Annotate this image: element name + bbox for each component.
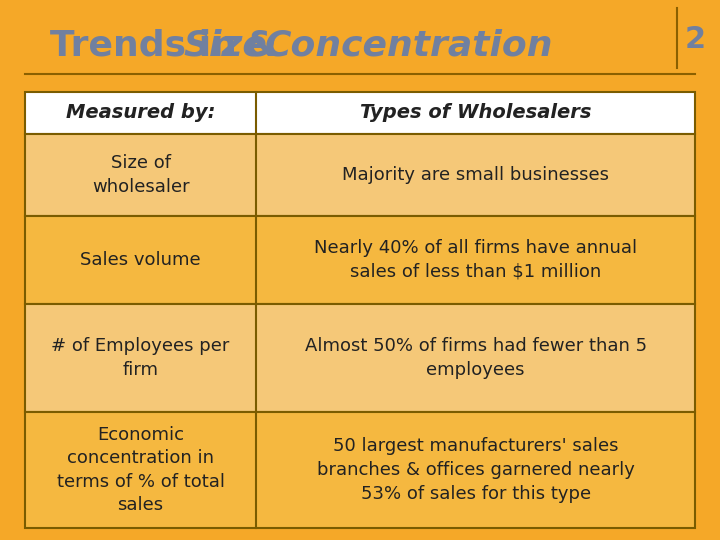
Text: Trends in: Trends in: [50, 28, 250, 62]
Text: 2: 2: [685, 25, 706, 55]
Text: Sales volume: Sales volume: [80, 251, 201, 269]
Text: Size: Size: [183, 28, 267, 62]
Text: Economic
concentration in
terms of % of total
sales: Economic concentration in terms of % of …: [57, 426, 225, 515]
Bar: [25, 134, 695, 216]
Text: Almost 50% of firms had fewer than 5
employees: Almost 50% of firms had fewer than 5 emp…: [305, 337, 647, 379]
Bar: [25, 412, 695, 528]
Text: Majority are small businesses: Majority are small businesses: [342, 166, 609, 184]
Text: Size of
wholesaler: Size of wholesaler: [91, 154, 189, 196]
Bar: [25, 216, 695, 304]
Bar: [25, 304, 695, 412]
Text: Nearly 40% of all firms have annual
sales of less than $1 million: Nearly 40% of all firms have annual sale…: [314, 239, 637, 281]
Bar: [25, 92, 695, 134]
Text: 50 largest manufacturers' sales
branches & offices garnered nearly
53% of sales : 50 largest manufacturers' sales branches…: [317, 437, 634, 503]
Text: Measured by:: Measured by:: [66, 104, 215, 123]
Text: # of Employees per
firm: # of Employees per firm: [51, 337, 230, 379]
Text: Concentration: Concentration: [265, 28, 554, 62]
Text: Types of Wholesalers: Types of Wholesalers: [360, 104, 591, 123]
Text: &: &: [233, 28, 289, 62]
